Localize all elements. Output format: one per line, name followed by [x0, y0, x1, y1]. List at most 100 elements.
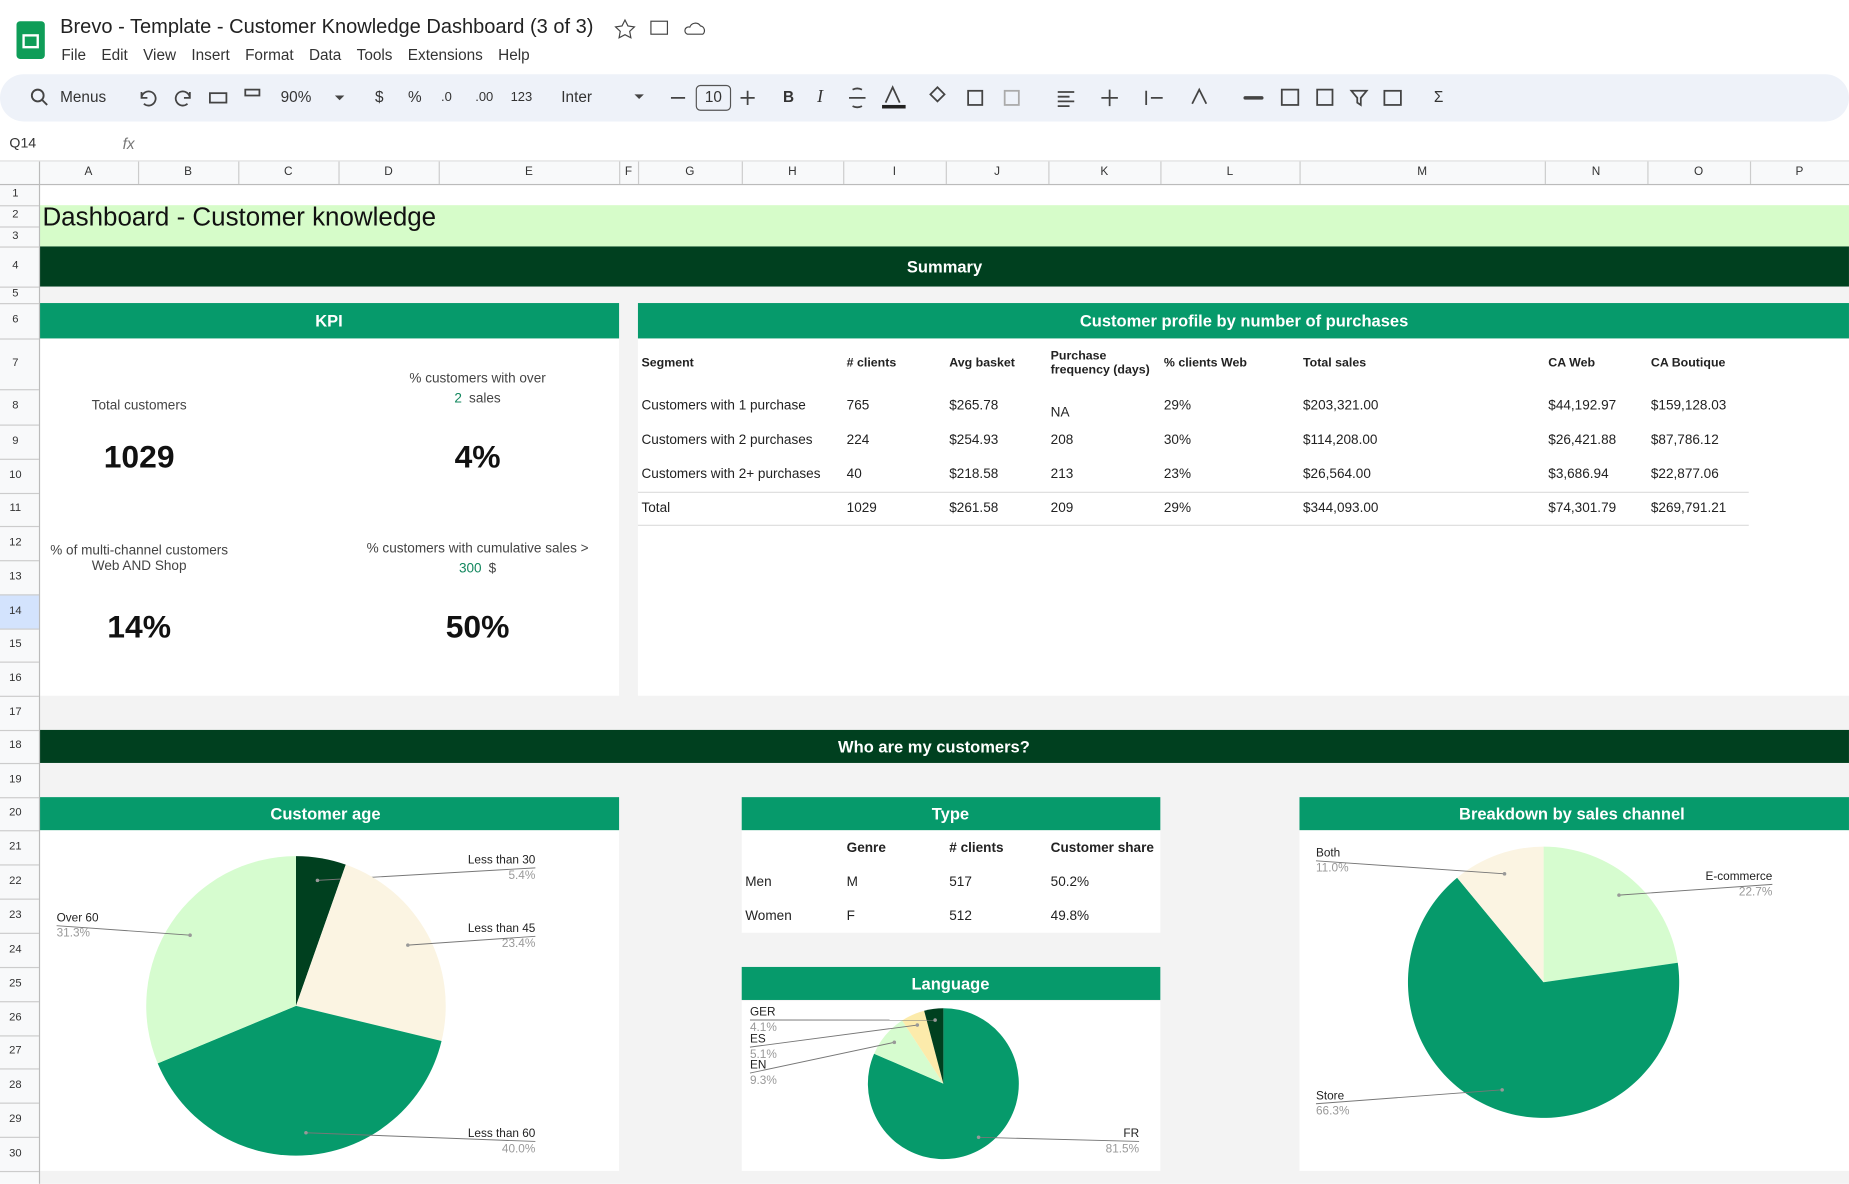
column-divider — [137, 161, 140, 184]
toolbar-bold[interactable]: B — [782, 87, 795, 106]
fill-color-icon[interactable] — [929, 86, 946, 103]
column-header: A — [84, 165, 93, 179]
sheets-logo[interactable] — [16, 21, 45, 59]
toolbar-currency[interactable]: $ — [374, 87, 384, 106]
table-cell: $44,192.97 — [1548, 399, 1617, 414]
row-header: 27 — [9, 1044, 22, 1058]
row-divider — [0, 226, 39, 228]
wrap-icon[interactable] — [1145, 90, 1163, 105]
table-cell: Women — [745, 909, 792, 924]
toolbar-sum[interactable]: Σ — [1433, 87, 1444, 106]
age-header — [38, 797, 620, 831]
column-header: P — [1795, 165, 1804, 179]
table-cell: $218.58 — [949, 467, 999, 482]
menu-item[interactable]: Extensions — [407, 45, 483, 64]
toolbar-italic[interactable]: I — [817, 87, 824, 107]
legend-label: ES — [749, 1033, 766, 1047]
table-cell: $74,301.79 — [1548, 501, 1617, 516]
row-header: 1 — [12, 186, 19, 200]
redo-icon[interactable] — [174, 90, 191, 107]
row-divider — [0, 762, 39, 765]
valign-icon[interactable] — [1101, 89, 1118, 107]
column-header: L — [1226, 165, 1234, 179]
data-label: 11.0% — [1315, 862, 1349, 876]
menu-item[interactable]: Help — [498, 45, 530, 64]
table-header: Segment — [641, 356, 694, 371]
filter-icon[interactable] — [1349, 89, 1369, 107]
cloud-icon[interactable] — [684, 22, 706, 35]
print-icon[interactable] — [209, 92, 228, 104]
row-header: 9 — [12, 433, 19, 447]
language-header — [741, 966, 1161, 1000]
data-label: 81.5% — [1105, 1142, 1140, 1156]
toolbar-font-size[interactable]: 10 — [704, 87, 722, 106]
plus-icon[interactable] — [740, 90, 755, 105]
row-divider — [0, 966, 39, 969]
legend-label: Both — [1315, 846, 1341, 860]
toolbar-percent[interactable]: % — [408, 87, 422, 106]
borders-icon[interactable] — [967, 89, 984, 106]
comment-icon[interactable] — [1280, 88, 1300, 106]
type-header — [741, 797, 1161, 831]
table-cell: 208 — [1050, 433, 1074, 448]
font-size-box[interactable] — [695, 84, 732, 111]
chart-icon[interactable] — [1316, 88, 1334, 106]
table-icon[interactable] — [1383, 89, 1402, 106]
toolbar-zoom[interactable]: 90% — [280, 87, 312, 106]
row-header: 26 — [9, 1010, 22, 1024]
data-label: 66.3% — [1315, 1105, 1350, 1119]
toolbar-dec-plus[interactable]: .00 — [475, 90, 494, 105]
row-divider — [0, 1136, 39, 1138]
profile-panel — [637, 338, 1849, 696]
rotate-icon[interactable] — [1191, 87, 1208, 105]
row-header: 14 — [9, 603, 22, 617]
data-label: 31.3% — [56, 927, 91, 941]
menu-item[interactable]: Insert — [191, 45, 230, 64]
menu-item[interactable]: File — [61, 45, 87, 64]
menu-item[interactable]: Data — [308, 45, 342, 64]
menu-item[interactable]: View — [143, 45, 177, 64]
column-divider — [1048, 161, 1050, 184]
menu-item[interactable]: Edit — [101, 45, 128, 64]
row-header: 13 — [9, 569, 22, 583]
row-header: 5 — [12, 287, 19, 301]
kpi-label-suffix: sales — [469, 391, 501, 407]
move-icon[interactable] — [650, 20, 669, 35]
strike-icon[interactable] — [849, 87, 866, 109]
toolbar-dec-minus[interactable]: .0 — [441, 90, 452, 105]
menu-item[interactable]: Format — [245, 45, 294, 64]
table-cell: M — [846, 875, 858, 890]
table-cell: $26,564.00 — [1303, 467, 1371, 482]
undo-icon[interactable] — [140, 90, 157, 107]
row-header: 7 — [12, 356, 19, 370]
kpi-value: 4% — [454, 439, 501, 475]
data-label: 40.0% — [501, 1142, 536, 1156]
kpi-label: % customers with over — [409, 371, 546, 387]
row-divider — [0, 695, 39, 697]
data-label: 4.1% — [749, 1021, 777, 1035]
section-heading: Who are my customers? — [838, 736, 1030, 756]
table-header: Total sales — [1303, 356, 1367, 371]
star-icon[interactable] — [614, 18, 636, 39]
search-icon[interactable] — [30, 88, 45, 103]
align-icon[interactable] — [1057, 91, 1075, 108]
column-header: M — [1417, 165, 1428, 179]
cell-ref[interactable]: Q14 — [9, 134, 37, 152]
table-cell: $265.78 — [949, 399, 999, 414]
menu-item[interactable]: Tools — [356, 45, 393, 64]
text-color-icon[interactable] — [884, 85, 901, 103]
language-panel — [741, 1001, 1161, 1171]
kpi-value: 50% — [445, 609, 510, 645]
data-label: 5.1% — [749, 1048, 777, 1062]
merge-icon[interactable] — [1003, 89, 1020, 106]
doc-title[interactable]: Brevo - Template - Customer Knowledge Da… — [60, 15, 594, 38]
total-divider — [637, 491, 1749, 493]
paint-format-icon[interactable] — [244, 88, 261, 97]
toolbar-search[interactable]: Menus — [60, 87, 107, 106]
toolbar-font[interactable]: Inter — [561, 87, 592, 106]
text-color-bar — [882, 104, 906, 109]
table-cell: Men — [745, 875, 772, 890]
row-divider — [0, 898, 39, 900]
toolbar-number-format[interactable]: 123 — [510, 90, 533, 105]
